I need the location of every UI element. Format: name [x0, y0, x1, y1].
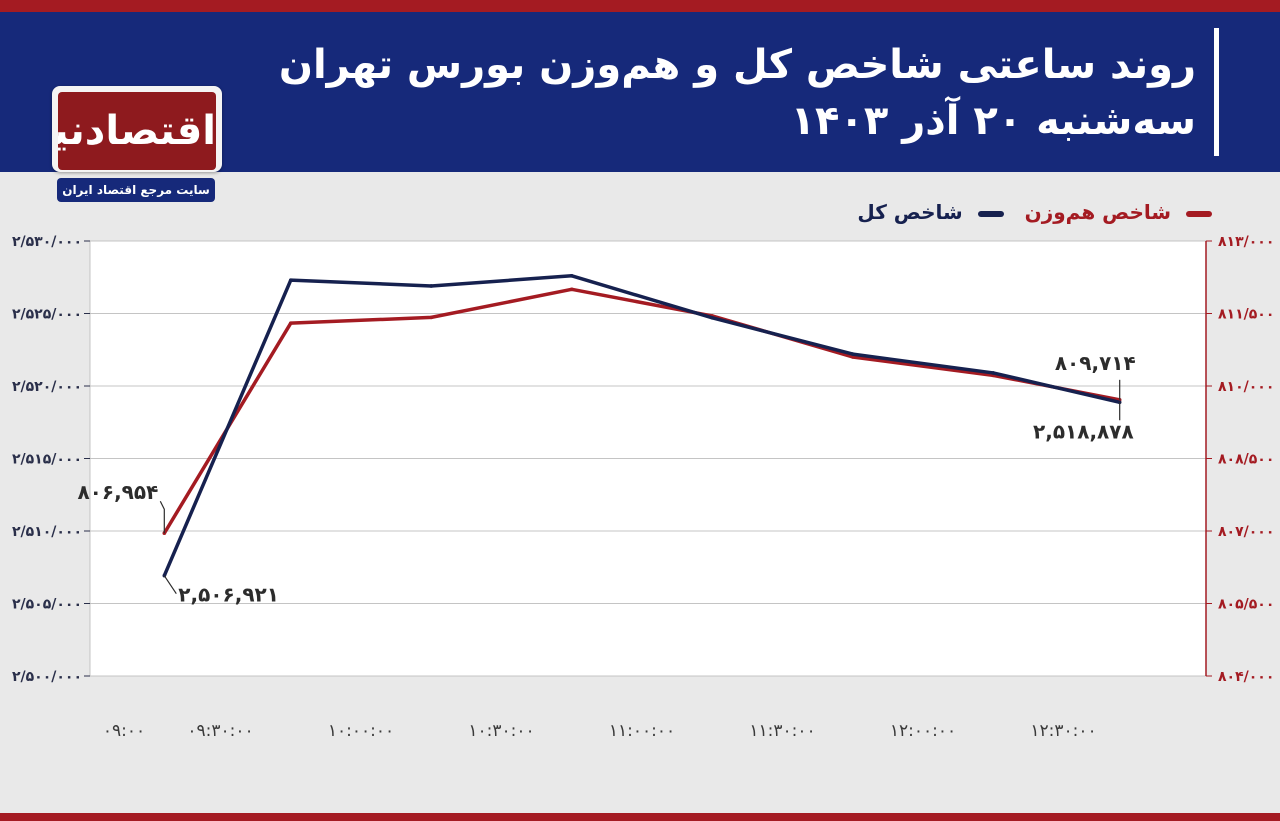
x-tick-label: ۱۱:۰۰:۰۰	[609, 721, 675, 741]
legend-item-total-index: شاخص کل	[857, 200, 1004, 224]
y-right-tick-label: ۸۱۱/۵۰۰	[1218, 307, 1274, 323]
y-right-tick-label: ۸۰۵/۵۰۰	[1218, 597, 1274, 613]
y-left-tick-label: ۲/۵۰۰/۰۰۰	[12, 669, 82, 685]
leader-line-equal-start	[159, 500, 165, 534]
x-tick-label: ۰۹:۳۰:۰۰	[187, 721, 253, 741]
data-label-total-index-start: ۲,۵۰۶,۹۲۱	[178, 583, 279, 607]
y-left-tick-label: ۲/۵۰۵/۰۰۰	[12, 597, 82, 613]
brand-logo[interactable]: اقتصادنیوز	[52, 86, 222, 172]
legend-swatch-equal-weight	[1186, 210, 1212, 217]
x-tick-label: ۰۹:۰۰	[103, 721, 145, 741]
data-point-total-index	[710, 316, 715, 320]
top-accent-stripe	[0, 0, 1280, 12]
data-point-total-index	[288, 278, 293, 282]
header-divider	[1214, 28, 1219, 156]
y-right-tick-label: ۸۱۰/۰۰۰	[1218, 379, 1274, 395]
legend-swatch-total-index	[977, 210, 1004, 217]
leader-line-total-start	[163, 575, 177, 594]
data-point-total-index	[569, 274, 574, 278]
legend-item-equal-weight: شاخص هم‌وزن	[1025, 200, 1212, 224]
data-label-equal-weight-end: ۸۰۹,۷۱۴	[1055, 351, 1136, 375]
page-subtitle: سه‌شنبه ۲۰ آذر ۱۴۰۳	[790, 98, 1196, 144]
legend-label-total-index: شاخص کل	[857, 200, 963, 224]
brand-logo-text: اقتصادنیوز	[58, 92, 216, 170]
y-left-tick-label: ۲/۵۱۰/۰۰۰	[12, 524, 82, 540]
data-label-total-index-end: ۲,۵۱۸,۸۷۸	[1033, 419, 1134, 443]
y-right-tick-label: ۸۰۷/۰۰۰	[1218, 524, 1274, 540]
x-tick-label: ۱۲:۰۰:۰۰	[890, 721, 956, 741]
data-point-equal-weight	[850, 355, 855, 359]
series-line-equal-weight	[162, 287, 1121, 535]
y-right-tick-label: ۸۰۸/۵۰۰	[1218, 452, 1274, 468]
x-tick-label: ۱۰:۳۰:۰۰	[468, 721, 534, 741]
data-label-equal-weight-start: ۸۰۶,۹۵۴	[77, 480, 158, 504]
data-point-equal-weight	[429, 315, 434, 320]
data-point-total-index	[850, 352, 855, 356]
y-right-tick-label: ۸۱۳/۰۰۰	[1218, 234, 1274, 250]
x-tick-label: ۱۱:۳۰:۰۰	[749, 721, 815, 741]
y-left-tick-label: ۲/۵۱۵/۰۰۰	[12, 452, 82, 468]
x-tick-label: ۱۲:۳۰:۰۰	[1030, 721, 1096, 741]
page-title: روند ساعتی شاخص کل و هم‌وزن بورس تهران	[278, 42, 1196, 88]
data-point-equal-weight	[569, 287, 574, 292]
y-left-tick-label: ۲/۵۲۵/۰۰۰	[12, 307, 82, 323]
data-point-total-index	[429, 284, 434, 288]
x-tick-label: ۱۰:۰۰:۰۰	[328, 721, 394, 741]
series-line-total-index	[162, 274, 1121, 577]
legend-label-equal-weight: شاخص هم‌وزن	[1024, 200, 1172, 224]
brand-tagline: سایت مرجع اقتصاد ایران	[57, 178, 215, 202]
y-right-tick-label: ۸۰۴/۰۰۰	[1218, 669, 1274, 685]
y-left-tick-label: ۲/۵۲۰/۰۰۰	[12, 379, 82, 395]
data-point-equal-weight	[288, 321, 293, 325]
data-point-total-index	[991, 371, 996, 375]
bottom-accent-stripe	[0, 813, 1280, 821]
chart-legend: شاخص هم‌وزن شاخص کل	[843, 200, 1212, 224]
y-left-tick-label: ۲/۵۳۰/۰۰۰	[12, 234, 82, 250]
